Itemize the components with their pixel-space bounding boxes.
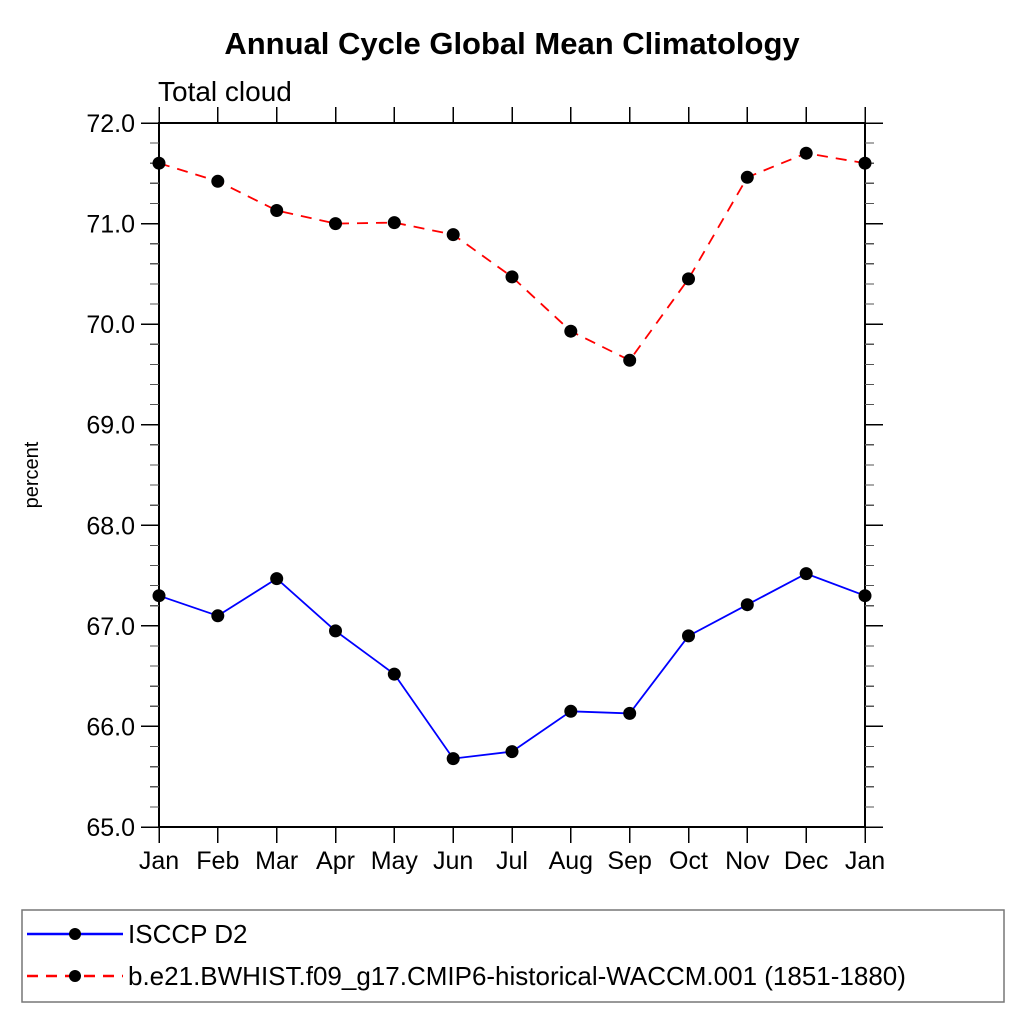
axis-tick-labels: Jan Feb Mar Apr May Jun Jul Aug Sep Oct Nov Dec Jan6… [86, 110, 885, 875]
y-tick-label: 67.0 [86, 613, 135, 641]
data-point-marker [152, 156, 166, 170]
data-point-marker [387, 216, 401, 230]
legend: ISCCP D2 b.e21.BWHIST.f09_g17.CMIP6-hist… [21, 909, 1005, 1003]
x-tick-label: Sep [607, 847, 651, 875]
series-line-0 [158, 572, 866, 760]
data-point-marker [505, 745, 519, 759]
data-point-marker [211, 174, 225, 188]
data-point-marker [270, 572, 284, 586]
x-tick-label: Nov [725, 847, 770, 875]
legend-marker-icon [69, 970, 81, 982]
legend-entry-model: b.e21.BWHIST.f09_g17.CMIP6-historical-WA… [27, 961, 906, 991]
y-tick-label: 71.0 [86, 211, 135, 239]
legend-label-model: b.e21.BWHIST.f09_g17.CMIP6-historical-WA… [128, 961, 906, 991]
x-tick-label: Dec [784, 847, 828, 875]
plot-border [158, 122, 866, 828]
data-point-marker [270, 204, 284, 217]
data-point-marker [387, 667, 401, 681]
x-tick-label: Aug [549, 847, 593, 875]
data-point-marker [329, 624, 342, 638]
x-tick-label: May [371, 847, 419, 875]
data-point-marker [623, 706, 637, 720]
legend-marker-icon [69, 928, 81, 940]
y-tick-label: 68.0 [86, 512, 135, 540]
data-series [152, 146, 872, 766]
axis-ticks [141, 107, 883, 843]
x-tick-label: Jun [433, 847, 473, 875]
x-tick-label: Jan [139, 847, 179, 875]
data-point-marker [505, 270, 519, 284]
data-point-marker [211, 609, 225, 623]
data-point-marker [799, 567, 813, 581]
x-tick-label: Feb [196, 847, 239, 875]
data-point-marker [858, 589, 872, 603]
y-tick-label: 72.0 [86, 110, 135, 138]
y-tick-label: 66.0 [86, 713, 135, 741]
y-tick-label: 65.0 [86, 814, 135, 842]
data-point-marker [446, 228, 460, 242]
legend-box [21, 909, 1005, 1003]
x-tick-label: Oct [669, 847, 708, 875]
y-tick-label: 69.0 [86, 412, 135, 440]
y-tick-label: 70.0 [86, 311, 135, 339]
chart-title: Annual Cycle Global Mean Climatology [224, 26, 800, 61]
data-point-marker [799, 146, 813, 160]
data-point-marker [564, 324, 578, 338]
data-point-marker [329, 217, 342, 231]
data-point-marker [858, 156, 872, 170]
x-tick-label: Jan [845, 847, 885, 875]
x-tick-label: Jul [496, 847, 528, 875]
chart-subtitle: Total cloud [158, 76, 292, 107]
data-point-marker [564, 704, 578, 718]
data-point-marker [740, 170, 754, 184]
plot-frame [158, 122, 866, 828]
y-axis-label: percent [21, 441, 43, 508]
data-point-marker [623, 353, 637, 367]
data-point-marker [446, 752, 460, 766]
series-line-1 [158, 152, 866, 362]
data-point-marker [740, 598, 754, 612]
data-point-marker [152, 589, 166, 603]
data-point-marker [682, 629, 695, 643]
x-tick-label: Mar [255, 847, 298, 875]
legend-label-isccp: ISCCP D2 [128, 919, 247, 949]
x-tick-label: Apr [316, 847, 355, 875]
data-point-marker [682, 272, 695, 286]
legend-entry-isccp: ISCCP D2 [27, 919, 247, 949]
